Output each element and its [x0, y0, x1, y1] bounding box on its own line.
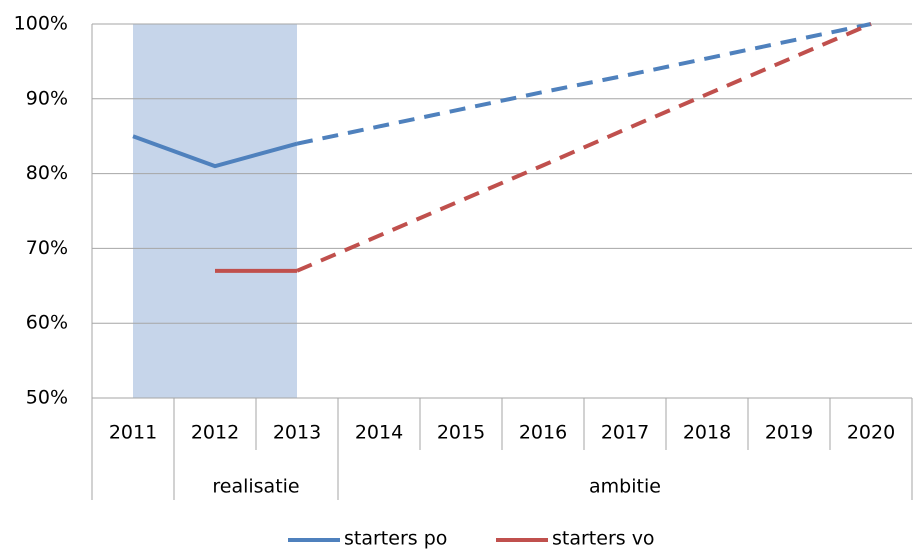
legend-label: starters po — [344, 528, 447, 549]
series-line — [296, 22, 872, 273]
group-label: realisatie — [212, 476, 299, 498]
y-tick-label: 80% — [26, 162, 68, 184]
series-line — [132, 134, 298, 169]
y-tick-label: 90% — [26, 87, 68, 109]
x-tick-label: 2013 — [273, 422, 321, 444]
y-tick-label: 100% — [14, 13, 68, 35]
y-tick-label: 70% — [26, 237, 68, 259]
x-tick-label: 2018 — [683, 422, 731, 444]
x-tick-label: 2011 — [109, 422, 157, 444]
group-label: ambitie — [589, 476, 661, 498]
x-tick-label: 2016 — [519, 422, 567, 444]
x-tick-label: 2012 — [191, 422, 239, 444]
highlight-band — [133, 24, 297, 398]
x-tick-label: 2017 — [601, 422, 649, 444]
x-tick-label: 2019 — [765, 422, 813, 444]
y-tick-label: 50% — [26, 387, 68, 409]
y-tick-label: 60% — [26, 312, 68, 334]
x-tick-label: 2014 — [355, 422, 403, 444]
x-tick-label: 2015 — [437, 422, 485, 444]
series-line — [296, 22, 872, 146]
x-tick-label: 2020 — [847, 422, 895, 444]
legend-label: starters vo — [552, 528, 655, 549]
